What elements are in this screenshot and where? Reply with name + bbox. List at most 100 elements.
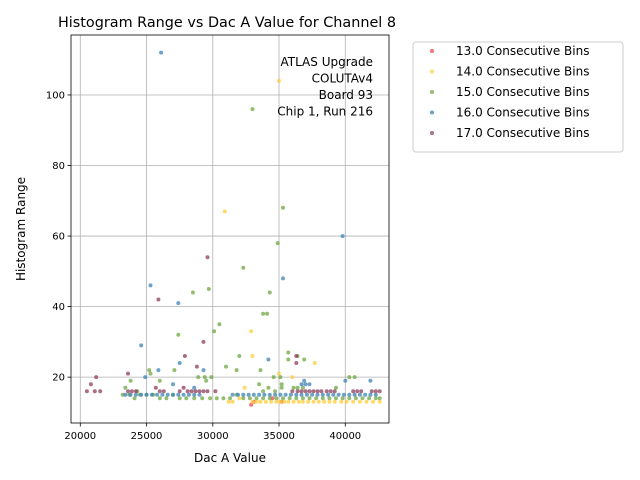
series-3 xyxy=(120,107,382,401)
data-point xyxy=(324,389,329,394)
data-point xyxy=(294,396,299,401)
data-point xyxy=(368,392,373,397)
data-point xyxy=(205,389,210,394)
data-point xyxy=(249,329,254,334)
legend-frame xyxy=(412,41,624,153)
data-point xyxy=(327,399,332,404)
data-point xyxy=(214,396,219,401)
data-point xyxy=(291,385,296,390)
data-point xyxy=(234,368,239,373)
data-point xyxy=(156,368,161,373)
data-point xyxy=(237,354,242,358)
data-point xyxy=(377,389,382,394)
data-point xyxy=(331,392,336,397)
data-point xyxy=(123,392,128,397)
data-point xyxy=(201,368,206,373)
data-point xyxy=(143,375,148,380)
annotation-line: ATLAS Upgrade xyxy=(280,55,373,69)
data-point xyxy=(267,396,272,401)
data-point xyxy=(303,389,308,394)
x-tick-label: 30000 xyxy=(197,431,229,442)
data-point xyxy=(281,205,285,210)
data-point xyxy=(139,392,144,397)
data-point xyxy=(159,50,164,55)
legend-marker xyxy=(430,49,434,53)
data-point xyxy=(230,392,235,397)
data-point xyxy=(197,389,202,394)
data-point xyxy=(241,265,246,270)
data-point xyxy=(261,311,266,316)
data-point xyxy=(311,399,316,404)
data-point xyxy=(192,392,197,397)
data-point xyxy=(201,339,206,344)
data-point xyxy=(171,392,175,397)
data-point xyxy=(194,364,199,369)
data-point xyxy=(273,389,278,394)
data-point xyxy=(165,392,170,397)
data-point xyxy=(316,399,321,404)
data-point xyxy=(204,378,209,383)
data-point xyxy=(181,392,186,397)
data-point xyxy=(300,385,305,390)
data-point xyxy=(133,389,138,394)
data-point xyxy=(360,396,365,401)
data-point xyxy=(307,382,312,387)
data-point xyxy=(197,392,202,397)
data-point xyxy=(144,392,149,397)
data-point xyxy=(209,375,214,380)
data-point xyxy=(334,385,338,390)
data-point xyxy=(311,389,316,394)
data-point xyxy=(281,276,285,281)
data-point xyxy=(327,396,332,401)
data-point xyxy=(202,375,207,380)
data-point xyxy=(373,392,378,397)
data-point xyxy=(254,399,259,404)
data-point xyxy=(177,361,182,365)
data-point xyxy=(363,392,368,397)
grid-layer xyxy=(71,35,389,423)
data-point xyxy=(287,396,292,401)
series-5 xyxy=(84,255,382,394)
data-point xyxy=(157,389,162,394)
data-point xyxy=(278,375,283,380)
data-point xyxy=(206,287,211,291)
plot-frame xyxy=(70,34,390,424)
data-point xyxy=(241,392,246,397)
data-point xyxy=(267,290,272,295)
data-point xyxy=(237,396,242,401)
data-point xyxy=(236,392,240,397)
data-point xyxy=(355,389,360,394)
data-point xyxy=(161,389,166,394)
data-point xyxy=(269,399,274,404)
data-point xyxy=(352,375,357,380)
data-point xyxy=(192,385,197,390)
data-point xyxy=(250,354,255,358)
annotation-block: ATLAS Upgrade COLUTAv4 Board 93 Chip 1, Run… xyxy=(277,55,373,119)
data-point xyxy=(196,375,201,380)
data-point xyxy=(303,382,308,387)
data-point xyxy=(299,382,304,387)
annotation-line: COLUTAv4 xyxy=(312,72,373,86)
data-point xyxy=(277,78,281,83)
data-point xyxy=(128,392,133,397)
data-point xyxy=(205,255,210,260)
data-point xyxy=(224,364,228,369)
data-point xyxy=(283,392,288,397)
data-point xyxy=(353,396,358,401)
data-point xyxy=(302,378,307,383)
data-point xyxy=(92,389,97,394)
data-point xyxy=(262,392,267,397)
data-point xyxy=(294,354,299,358)
data-point xyxy=(320,392,325,397)
data-point xyxy=(228,396,232,401)
data-point xyxy=(286,357,291,362)
data-point xyxy=(181,385,186,390)
data-point xyxy=(322,399,327,404)
data-point xyxy=(139,343,144,348)
data-point xyxy=(160,392,165,397)
data-point xyxy=(242,385,247,390)
data-point xyxy=(157,378,162,383)
data-point xyxy=(281,396,285,401)
data-point xyxy=(373,389,378,394)
legend-label: 17.0 Consecutive Bins xyxy=(456,126,589,140)
